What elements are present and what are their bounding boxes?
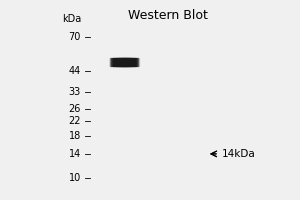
- Text: 14: 14: [69, 149, 81, 159]
- Text: kDa: kDa: [62, 14, 81, 24]
- Text: Western Blot: Western Blot: [128, 9, 208, 22]
- Text: 14kDa: 14kDa: [222, 149, 256, 159]
- Text: 22: 22: [68, 116, 81, 126]
- Text: 10: 10: [69, 173, 81, 183]
- Text: 33: 33: [69, 87, 81, 97]
- Text: 26: 26: [69, 104, 81, 114]
- Text: 70: 70: [69, 32, 81, 42]
- Text: 18: 18: [69, 131, 81, 141]
- Text: 44: 44: [69, 66, 81, 76]
